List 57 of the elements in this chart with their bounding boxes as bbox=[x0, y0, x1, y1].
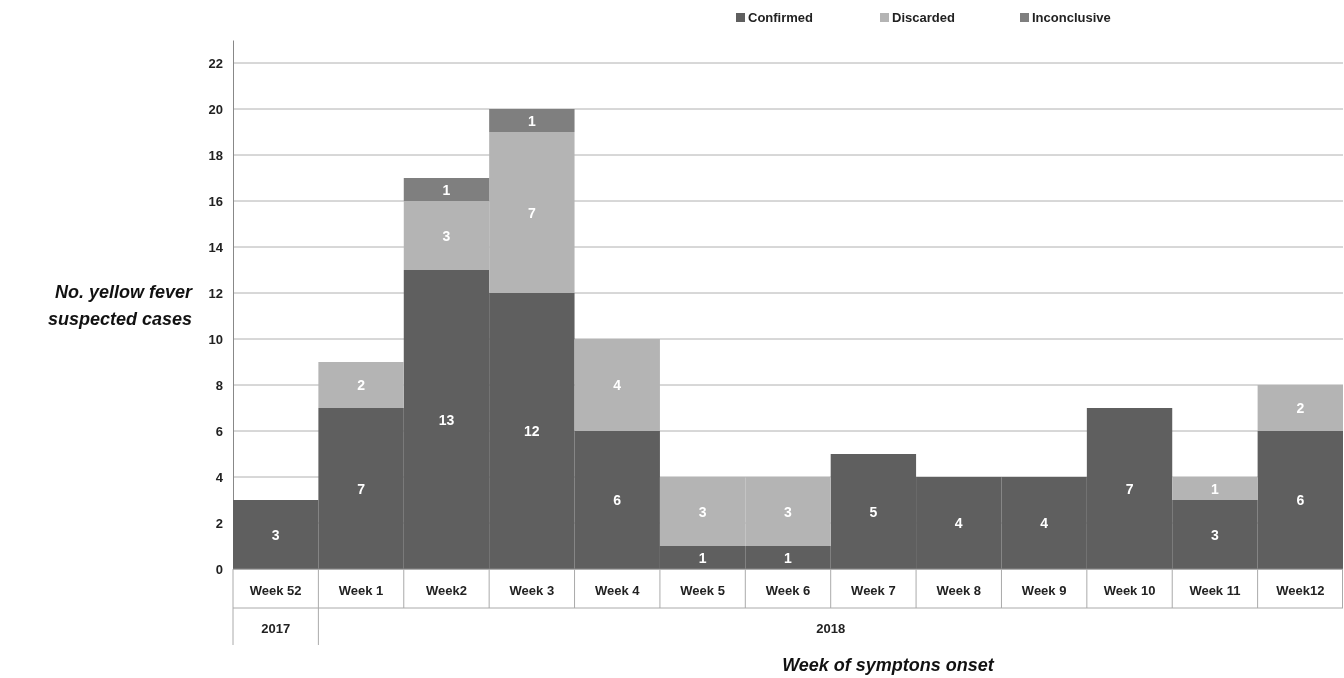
data-label: 1 bbox=[442, 181, 451, 198]
x-tick-label: Week 1 bbox=[338, 583, 384, 598]
x-tick-label: Week 7 bbox=[851, 583, 896, 598]
data-label: 2 bbox=[1296, 400, 1305, 416]
data-label: 12 bbox=[524, 423, 540, 439]
x-tick-label: Week 52 bbox=[249, 583, 302, 598]
x-tick-label: Week 6 bbox=[765, 583, 811, 598]
data-label: 2 bbox=[357, 377, 366, 393]
y-tick-label: 20 bbox=[208, 101, 223, 117]
data-label: 6 bbox=[613, 492, 622, 508]
data-label: 13 bbox=[438, 411, 455, 428]
y-tick-label: 8 bbox=[215, 377, 223, 393]
x-axis-title: Week of symptons onset bbox=[782, 655, 995, 675]
y-tick-label: 0 bbox=[215, 561, 223, 577]
y-tick-label: 22 bbox=[208, 55, 223, 71]
data-label: 3 bbox=[698, 503, 707, 520]
y-tick-label: 2 bbox=[215, 515, 223, 531]
data-label: 3 bbox=[442, 227, 451, 244]
data-label: 1 bbox=[1211, 480, 1220, 497]
data-label: 4 bbox=[954, 515, 963, 531]
y-axis-title: No. yellow fever suspected cases bbox=[47, 282, 193, 329]
data-label: 7 bbox=[527, 204, 536, 221]
y-tick-label: 12 bbox=[208, 285, 223, 301]
x-tick-label: Week 4 bbox=[594, 583, 641, 598]
bar bbox=[489, 109, 575, 132]
x-tick-label: Week12 bbox=[1276, 583, 1325, 598]
bar bbox=[403, 178, 490, 201]
text: 2017 bbox=[261, 621, 291, 636]
x-tick-label: Week 9 bbox=[1021, 583, 1067, 598]
data-label: 7 bbox=[1125, 480, 1134, 497]
y-tick-label: 16 bbox=[208, 193, 223, 209]
legend-label: Inconclusive bbox=[1032, 10, 1111, 25]
data-label: 4 bbox=[1040, 515, 1049, 531]
y-tick-label: 14 bbox=[208, 239, 224, 255]
legend-label: Discarded bbox=[892, 10, 955, 25]
data-label: 6 bbox=[1296, 492, 1305, 508]
y-tick-label: 6 bbox=[215, 423, 223, 439]
data-label: 1 bbox=[784, 549, 793, 566]
y-tick-label: 4 bbox=[215, 469, 224, 485]
data-label: 1 bbox=[527, 112, 536, 129]
x-tick-label: Week2 bbox=[425, 583, 467, 598]
data-label: 3 bbox=[1211, 526, 1220, 543]
y-tick-label: 18 bbox=[208, 147, 223, 163]
data-label: 3 bbox=[271, 526, 280, 543]
x-tick-label: Week 11 bbox=[1189, 583, 1241, 598]
legend-label: Confirmed bbox=[748, 10, 814, 25]
data-label: 4 bbox=[613, 377, 622, 393]
data-label: 5 bbox=[869, 503, 878, 520]
data-label: 3 bbox=[784, 503, 793, 520]
x-tick-label: Week 10 bbox=[1103, 583, 1156, 598]
y-tick-label: 10 bbox=[208, 331, 223, 347]
x-tick-label: Week 5 bbox=[680, 583, 725, 598]
data-label: 7 bbox=[357, 480, 366, 497]
text: 2018 bbox=[816, 621, 846, 636]
x-tick-label: Week 3 bbox=[509, 583, 555, 598]
x-tick-label: Week 8 bbox=[936, 583, 982, 598]
data-label: 1 bbox=[698, 549, 707, 566]
